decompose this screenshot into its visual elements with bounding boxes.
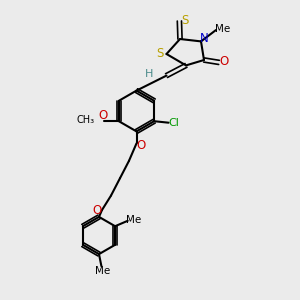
Text: O: O bbox=[93, 204, 102, 218]
Text: Me: Me bbox=[126, 215, 141, 225]
Text: O: O bbox=[98, 109, 108, 122]
Text: Me: Me bbox=[215, 24, 230, 34]
Text: O: O bbox=[137, 139, 146, 152]
Text: S: S bbox=[181, 14, 188, 27]
Text: N: N bbox=[200, 32, 209, 45]
Text: Me: Me bbox=[95, 266, 110, 277]
Text: Cl: Cl bbox=[169, 118, 179, 128]
Text: O: O bbox=[219, 55, 228, 68]
Text: H: H bbox=[145, 69, 154, 79]
Text: CH₃: CH₃ bbox=[77, 115, 95, 125]
Text: S: S bbox=[156, 46, 164, 60]
